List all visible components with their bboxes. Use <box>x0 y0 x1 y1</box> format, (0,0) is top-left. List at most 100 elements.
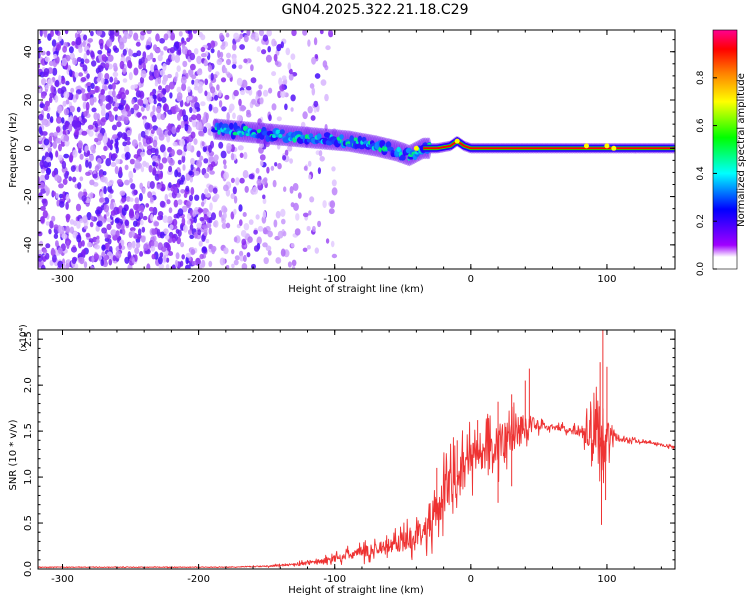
noise-speckle <box>116 179 123 185</box>
noise-speckle <box>201 141 205 147</box>
noise-speckle <box>91 107 97 113</box>
noise-speckle <box>166 257 170 263</box>
noise-speckle <box>221 106 227 112</box>
noise-speckle <box>87 124 94 130</box>
noise-speckle <box>114 30 120 37</box>
noise-speckle <box>162 88 167 95</box>
noise-speckle <box>82 40 86 48</box>
noise-speckle <box>79 153 84 160</box>
noise-speckle <box>204 90 208 97</box>
spectrogram-x-label: Height of straight line (km) <box>288 284 424 295</box>
noise-speckle <box>150 129 155 134</box>
noise-speckle <box>124 179 130 186</box>
noise-speckle <box>208 217 213 224</box>
noise-speckle <box>256 236 262 245</box>
y-tick-label: -40 <box>23 237 34 253</box>
noise-speckle <box>267 250 272 256</box>
noise-speckle <box>65 201 69 210</box>
noise-speckle <box>87 38 94 43</box>
noise-speckle <box>64 139 70 147</box>
noise-speckle <box>90 82 95 89</box>
noise-speckle <box>38 262 41 268</box>
noise-speckle <box>142 98 149 105</box>
noise-speckle <box>219 34 225 41</box>
noise-speckle <box>93 76 99 85</box>
noise-speckle <box>124 256 130 264</box>
noise-speckle <box>81 93 86 101</box>
noise-speckle <box>173 199 179 208</box>
noise-speckle <box>239 250 244 257</box>
noise-speckle <box>122 48 127 56</box>
noise-speckle <box>114 166 119 175</box>
track-core <box>217 129 221 135</box>
noise-speckle <box>186 144 192 152</box>
noise-speckle <box>49 92 55 98</box>
noise-speckle <box>90 50 95 58</box>
noise-speckle <box>197 229 202 236</box>
noise-speckle <box>43 119 50 128</box>
noise-speckle <box>54 79 60 88</box>
noise-speckle <box>222 212 227 220</box>
noise-speckle <box>232 43 237 51</box>
noise-speckle <box>175 183 181 188</box>
noise-speckle <box>247 236 253 244</box>
noise-speckle <box>175 192 181 198</box>
noise-speckle <box>81 130 88 136</box>
noise-speckle <box>199 253 204 260</box>
noise-speckle <box>133 32 139 41</box>
noise-speckle <box>214 94 219 101</box>
noise-speckle <box>104 197 110 205</box>
noise-speckle <box>49 220 54 229</box>
noise-speckle <box>102 171 107 176</box>
noise-speckle <box>233 208 237 215</box>
noise-speckle <box>266 166 270 174</box>
noise-speckle <box>112 62 118 69</box>
noise-speckle <box>71 246 77 253</box>
x-tick-label: 100 <box>597 574 616 585</box>
noise-speckle <box>331 166 336 172</box>
noise-speckle <box>94 137 99 143</box>
noise-speckle <box>213 221 217 228</box>
noise-speckle <box>156 183 162 190</box>
noise-speckle <box>163 254 167 263</box>
noise-speckle <box>105 103 112 110</box>
noise-speckle <box>42 210 48 219</box>
noise-speckle <box>55 137 61 144</box>
noise-speckle <box>94 85 99 93</box>
noise-speckle <box>268 87 273 94</box>
noise-speckle <box>113 106 119 112</box>
noise-speckle <box>140 70 147 79</box>
noise-speckle <box>62 45 67 53</box>
noise-speckle <box>250 33 256 40</box>
track-hotspot <box>584 143 589 149</box>
noise-speckle <box>163 228 169 235</box>
noise-speckle <box>104 62 110 69</box>
noise-speckle <box>243 151 248 160</box>
noise-speckle <box>262 210 267 219</box>
noise-speckle <box>223 171 229 180</box>
noise-speckle <box>207 128 212 136</box>
noise-speckle <box>123 116 129 124</box>
noise-speckle <box>162 63 167 71</box>
y-tick-label: 1.0 <box>23 469 34 485</box>
spectrogram-x-axis: -300 -200 -100 0 100 <box>51 30 662 285</box>
noise-speckle <box>167 73 172 79</box>
noise-speckle <box>55 240 59 247</box>
noise-speckle <box>182 164 186 171</box>
noise-speckle <box>38 52 41 59</box>
noise-speckle <box>194 79 198 89</box>
noise-speckle <box>110 229 117 235</box>
noise-speckle <box>245 86 252 91</box>
noise-speckle <box>246 30 251 37</box>
noise-speckle <box>113 77 118 84</box>
noise-speckle <box>189 234 195 239</box>
noise-speckle <box>217 50 221 59</box>
noise-speckle <box>152 161 156 167</box>
noise-speckle <box>74 72 79 78</box>
noise-speckle <box>63 108 69 116</box>
track-core <box>396 146 401 152</box>
noise-speckle <box>146 263 151 269</box>
noise-speckle <box>63 135 69 142</box>
noise-speckle <box>69 156 73 163</box>
noise-speckle <box>100 259 104 267</box>
